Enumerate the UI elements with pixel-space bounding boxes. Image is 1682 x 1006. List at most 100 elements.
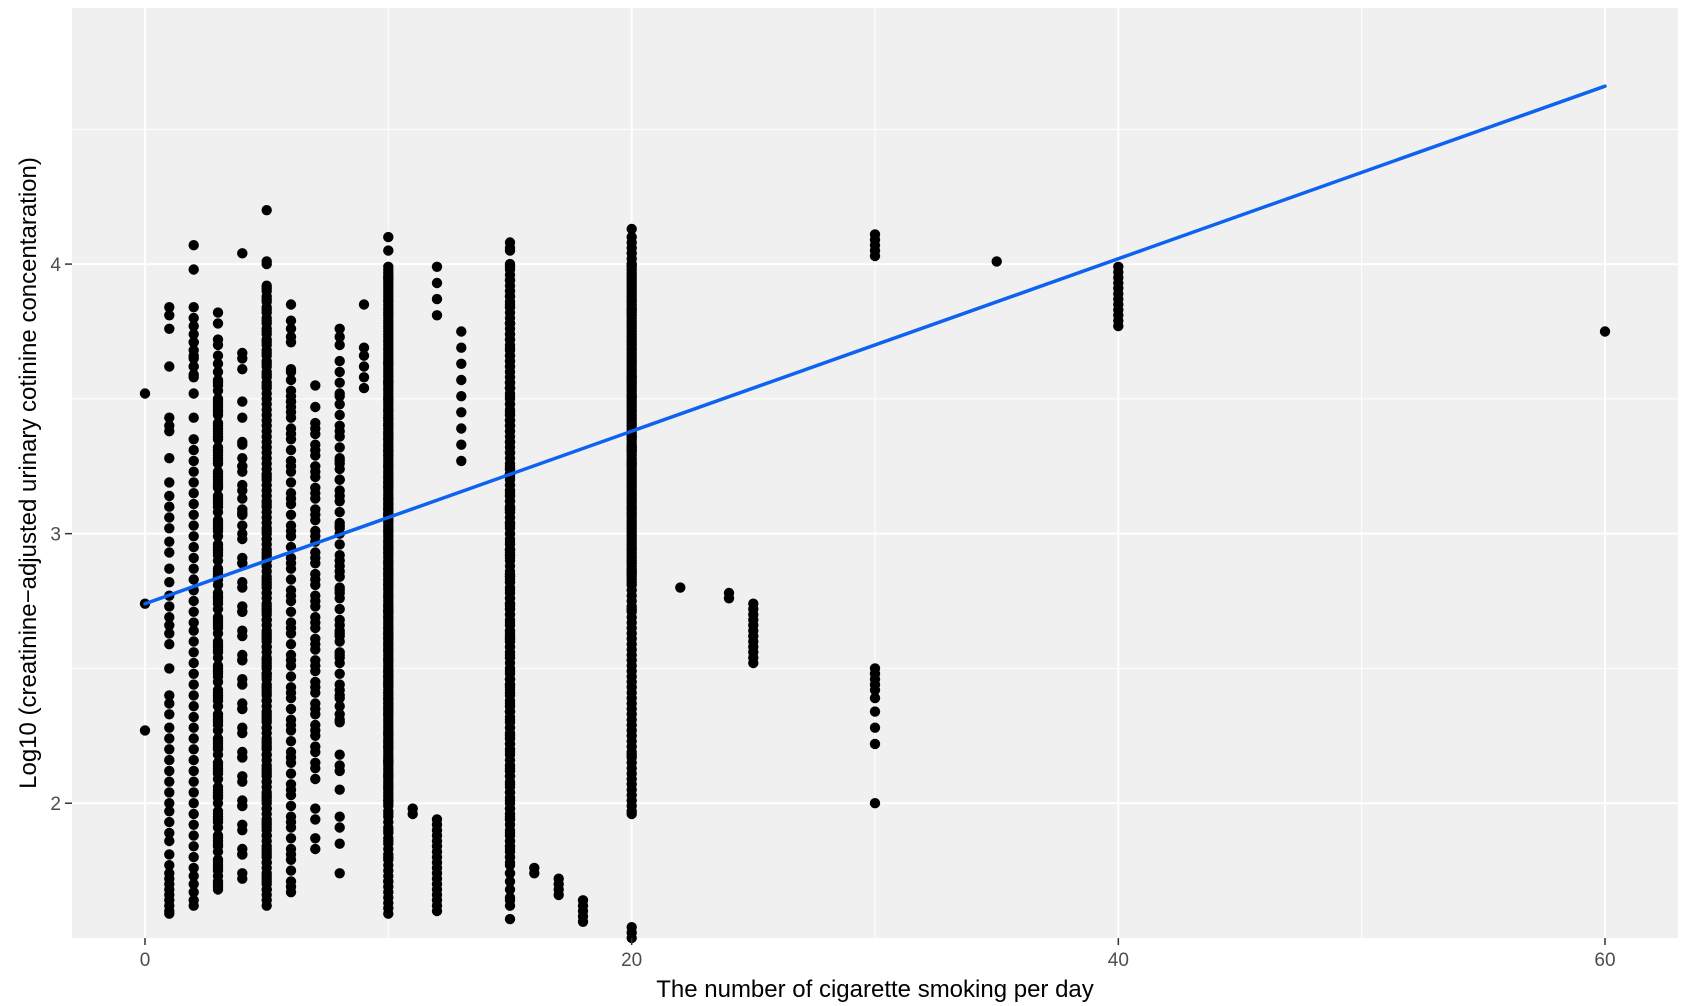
data-point xyxy=(334,603,345,615)
data-point xyxy=(164,690,175,701)
y-axis-ticks: 2 3 4 xyxy=(50,255,72,815)
data-point xyxy=(164,547,175,558)
data-point xyxy=(188,776,199,787)
data-point xyxy=(285,671,297,682)
data-point xyxy=(212,641,224,653)
data-point xyxy=(991,256,1002,267)
data-point xyxy=(285,768,297,779)
data-point xyxy=(237,582,248,593)
data-point xyxy=(212,366,224,378)
data-point xyxy=(164,639,175,650)
data-point xyxy=(237,776,248,787)
data-point xyxy=(310,617,321,628)
data-point xyxy=(164,453,175,464)
data-point xyxy=(188,388,199,399)
x-tick-label: 40 xyxy=(1108,950,1129,971)
data-point xyxy=(358,382,370,394)
data-point xyxy=(334,458,345,469)
data-point xyxy=(383,231,394,243)
data-point xyxy=(431,293,443,305)
data-point xyxy=(164,601,175,612)
data-point xyxy=(577,916,589,927)
data-point xyxy=(212,455,224,467)
data-point xyxy=(188,264,199,275)
data-point xyxy=(334,587,345,599)
data-point xyxy=(188,488,199,499)
data-point xyxy=(237,703,248,715)
data-point xyxy=(212,690,224,701)
data-point xyxy=(188,434,199,445)
data-point xyxy=(334,391,345,402)
data-point xyxy=(285,703,297,715)
data-point xyxy=(212,520,224,531)
data-point xyxy=(188,520,199,531)
data-point xyxy=(164,310,175,321)
data-point xyxy=(261,895,272,906)
data-point xyxy=(456,358,467,369)
data-point xyxy=(188,711,199,723)
data-point xyxy=(504,900,516,911)
data-point xyxy=(285,493,297,504)
data-point xyxy=(334,784,345,795)
data-point xyxy=(212,407,224,418)
data-point xyxy=(188,337,199,348)
data-point xyxy=(212,835,224,847)
data-point xyxy=(334,555,345,566)
data-point xyxy=(285,736,297,747)
data-point xyxy=(334,838,345,849)
data-point xyxy=(164,849,175,860)
data-point xyxy=(212,787,224,798)
data-point xyxy=(310,639,321,650)
data-point xyxy=(164,612,175,623)
data-point xyxy=(188,541,199,553)
data-point xyxy=(237,479,248,491)
data-point xyxy=(164,490,175,502)
data-point xyxy=(626,603,637,615)
data-point xyxy=(310,814,321,825)
data-point xyxy=(869,798,881,809)
data-point xyxy=(188,625,199,636)
data-point xyxy=(869,722,881,733)
data-point xyxy=(188,329,199,340)
data-point xyxy=(237,679,248,690)
data-point xyxy=(869,692,881,704)
data-point xyxy=(334,701,345,712)
data-point xyxy=(212,593,224,604)
data-point xyxy=(310,746,321,758)
data-point xyxy=(188,657,199,669)
data-point xyxy=(334,366,345,378)
data-point xyxy=(285,428,297,440)
data-point xyxy=(188,509,199,520)
data-point xyxy=(285,639,297,650)
data-point xyxy=(188,765,199,777)
data-point xyxy=(334,868,345,879)
data-point xyxy=(285,719,297,731)
data-point xyxy=(164,412,175,423)
data-point xyxy=(285,299,297,310)
data-point xyxy=(334,323,345,334)
data-point xyxy=(285,525,297,537)
data-point xyxy=(212,665,224,677)
data-point xyxy=(285,315,297,326)
data-point xyxy=(188,574,199,585)
data-point xyxy=(212,318,224,329)
data-point xyxy=(285,509,297,520)
data-point xyxy=(285,558,297,569)
data-point xyxy=(310,531,321,542)
data-point xyxy=(164,744,175,755)
data-point xyxy=(188,466,199,477)
data-point xyxy=(188,302,199,313)
data-point xyxy=(261,283,272,294)
data-point xyxy=(310,552,321,564)
data-point xyxy=(164,536,175,547)
data-point xyxy=(334,490,345,502)
data-point xyxy=(237,533,248,545)
data-point xyxy=(431,310,443,321)
x-axis-ticks: 0 20 40 60 xyxy=(140,938,1616,971)
data-point xyxy=(310,833,321,844)
data-point xyxy=(869,706,881,717)
data-point xyxy=(164,860,175,871)
data-point xyxy=(164,512,175,523)
data-point xyxy=(212,496,224,507)
data-point xyxy=(310,488,321,499)
